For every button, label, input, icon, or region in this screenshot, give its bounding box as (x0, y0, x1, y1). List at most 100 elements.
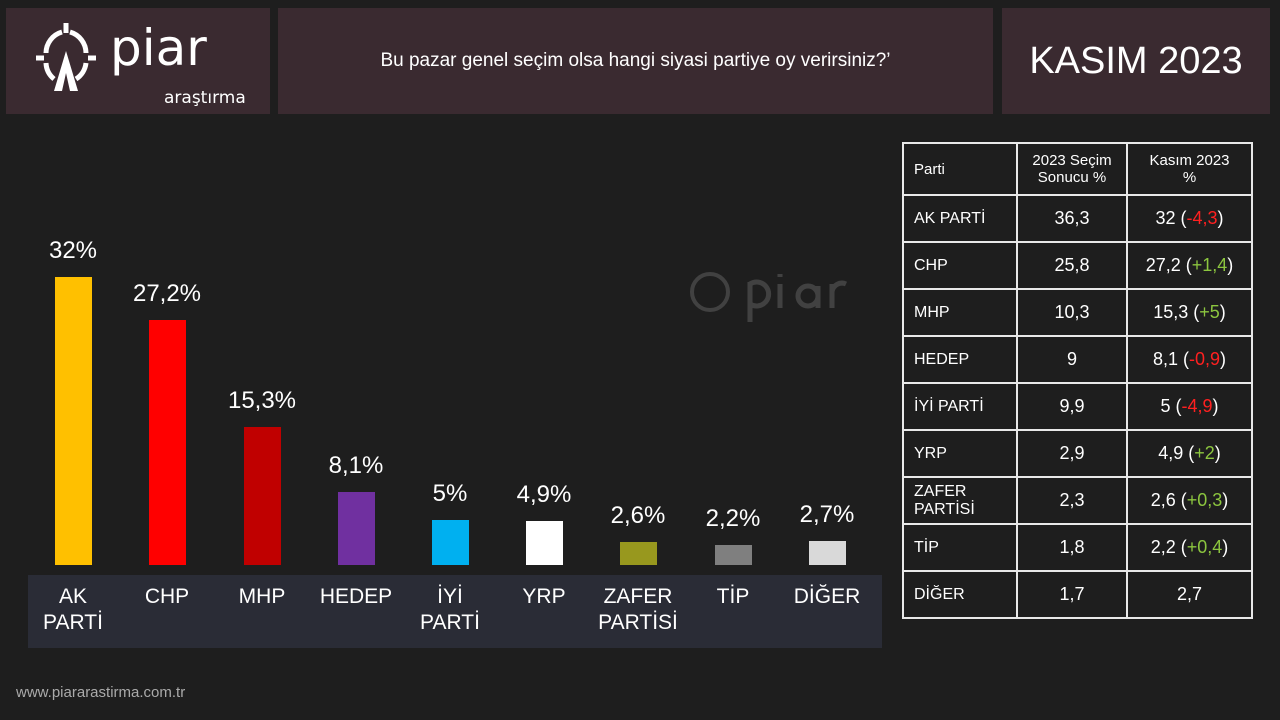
party-cell: CHP (902, 241, 1018, 290)
prev-result-cell: 25,8 (1016, 241, 1128, 290)
category-label-line: ZAFER (603, 585, 673, 608)
category-label: DİĞER (782, 584, 872, 610)
current-cell: 4,9 (+2) (1126, 429, 1253, 478)
current-cell: 2,2 (+0,4) (1126, 523, 1253, 572)
change-value: +1,4 (1191, 255, 1228, 275)
table-row: DİĞER 1,7 2,7 (902, 570, 1253, 619)
prev-result-cell: 9 (1016, 335, 1128, 384)
column-header-line: Sonucu % (1037, 169, 1107, 186)
bar (149, 320, 186, 565)
paren: ) (1214, 443, 1221, 463)
paren: ( (1180, 208, 1187, 228)
column-header-line: Kasım 2023 (1149, 152, 1230, 169)
piar-logo-icon: piar araştırma (36, 19, 246, 108)
table-row: HEDEP 9 8,1 (-0,9) (902, 335, 1253, 384)
paren: ) (1212, 396, 1219, 416)
change-value: -4,9 (1181, 396, 1213, 416)
category-band (28, 575, 882, 648)
prev-result-cell: 9,9 (1016, 382, 1128, 431)
current-cell: 15,3 (+5) (1126, 288, 1253, 337)
current-value: 27,2 (1145, 255, 1181, 275)
column-header-line: 2023 Seçim (1032, 152, 1112, 169)
table-row: AK PARTİ 36,3 32 (-4,3) (902, 194, 1253, 243)
column-header-line: Parti (914, 160, 945, 178)
current-cell: 27,2 (+1,4) (1126, 241, 1253, 290)
category-label: AK PARTİ (28, 584, 118, 636)
data-label: 32% (48, 237, 98, 264)
prev-result-cell: 2,3 (1016, 476, 1128, 525)
bar (55, 277, 92, 565)
paren: ( (1175, 396, 1182, 416)
category-label-line: PARTİ (43, 611, 103, 634)
data-label: 4,9% (516, 480, 572, 508)
data-label: 2,7% (799, 500, 855, 528)
table-row: İYİ PARTİ 9,9 5 (-4,9) (902, 382, 1253, 431)
table-row: ZAFER PARTİSİ 2,3 2,6 (+0,3) (902, 476, 1253, 525)
prev-result-cell: 1,8 (1016, 523, 1128, 572)
prev-result-cell: 2,9 (1016, 429, 1128, 478)
category-label: ZAFER PARTİSİ (593, 584, 683, 636)
category-label: YRP (499, 584, 589, 610)
category-label-line: CHP (144, 585, 190, 608)
change-value: +0,4 (1186, 537, 1223, 557)
current-value: 4,9 (1158, 443, 1184, 463)
paren: ) (1222, 490, 1229, 510)
table-row: YRP 2,9 4,9 (+2) (902, 429, 1253, 478)
logo-subtext: araştırma (164, 88, 246, 108)
category-label-line: TİP (716, 585, 750, 608)
party-cell: DİĞER (902, 570, 1018, 619)
column-header: Kasım 2023% (1126, 142, 1253, 196)
column-header-line: % (1182, 169, 1197, 186)
watermark-logo (680, 262, 870, 336)
prev-result-cell: 1,7 (1016, 570, 1128, 619)
data-label: 5% (432, 480, 468, 507)
current-value: 32 (1155, 208, 1176, 228)
party-cell: YRP (902, 429, 1018, 478)
logo-text: piar (110, 19, 207, 77)
bar (715, 545, 752, 565)
category-label-line: PARTİSİ (598, 611, 678, 634)
current-cell: 8,1 (-0,9) (1126, 335, 1253, 384)
data-label: 15,3% (227, 387, 297, 415)
category-label: İYİ PARTİ (405, 584, 495, 636)
party-cell: ZAFER PARTİSİ (902, 476, 1018, 525)
paren: ( (1188, 443, 1195, 463)
results-table: Parti 2023 Seçim Sonucu % Kasım 2023% AK PAR… (902, 142, 1253, 619)
paren: ( (1185, 255, 1192, 275)
column-header: Parti (902, 142, 1018, 196)
table-row: CHP 25,8 27,2 (+1,4) (902, 241, 1253, 290)
change-value: +2 (1194, 443, 1215, 463)
current-cell: 32 (-4,3) (1126, 194, 1253, 243)
current-value: 15,3 (1153, 302, 1189, 322)
change-value: +0,3 (1186, 490, 1223, 510)
paren: ) (1219, 302, 1226, 322)
data-label: 27,2% (132, 280, 202, 308)
category-label: HEDEP (311, 584, 401, 610)
paren: ( (1180, 490, 1187, 510)
change-value: +5 (1199, 302, 1220, 322)
paren: ( (1193, 302, 1200, 322)
category-label: MHP (217, 584, 307, 610)
paren: ) (1220, 349, 1227, 369)
data-label: 2,2% (705, 505, 761, 533)
column-header: 2023 Seçim Sonucu % (1016, 142, 1128, 196)
change-value: -0,9 (1189, 349, 1221, 369)
category-label: TİP (688, 584, 778, 610)
current-value: 2,6 (1150, 490, 1176, 510)
current-value: 2,2 (1150, 537, 1176, 557)
category-label-line: YRP (522, 585, 566, 608)
bar (432, 520, 469, 565)
paren: ( (1180, 537, 1187, 557)
table-header-row: Parti 2023 Seçim Sonucu % Kasım 2023% (902, 142, 1253, 196)
paren: ) (1217, 208, 1224, 228)
website-url[interactable]: www.piararastirma.com.tr (16, 684, 186, 701)
bar (526, 520, 563, 565)
bar (620, 541, 657, 565)
paren: ) (1222, 537, 1229, 557)
data-label: 8,1% (328, 452, 384, 480)
category-label-line: MHP (238, 585, 286, 608)
category-label-line: DİĞER (793, 585, 861, 608)
current-value: 2,7 (1176, 584, 1203, 604)
party-cell: HEDEP (902, 335, 1018, 384)
table-row: TİP 1,8 2,2 (+0,4) (902, 523, 1253, 572)
